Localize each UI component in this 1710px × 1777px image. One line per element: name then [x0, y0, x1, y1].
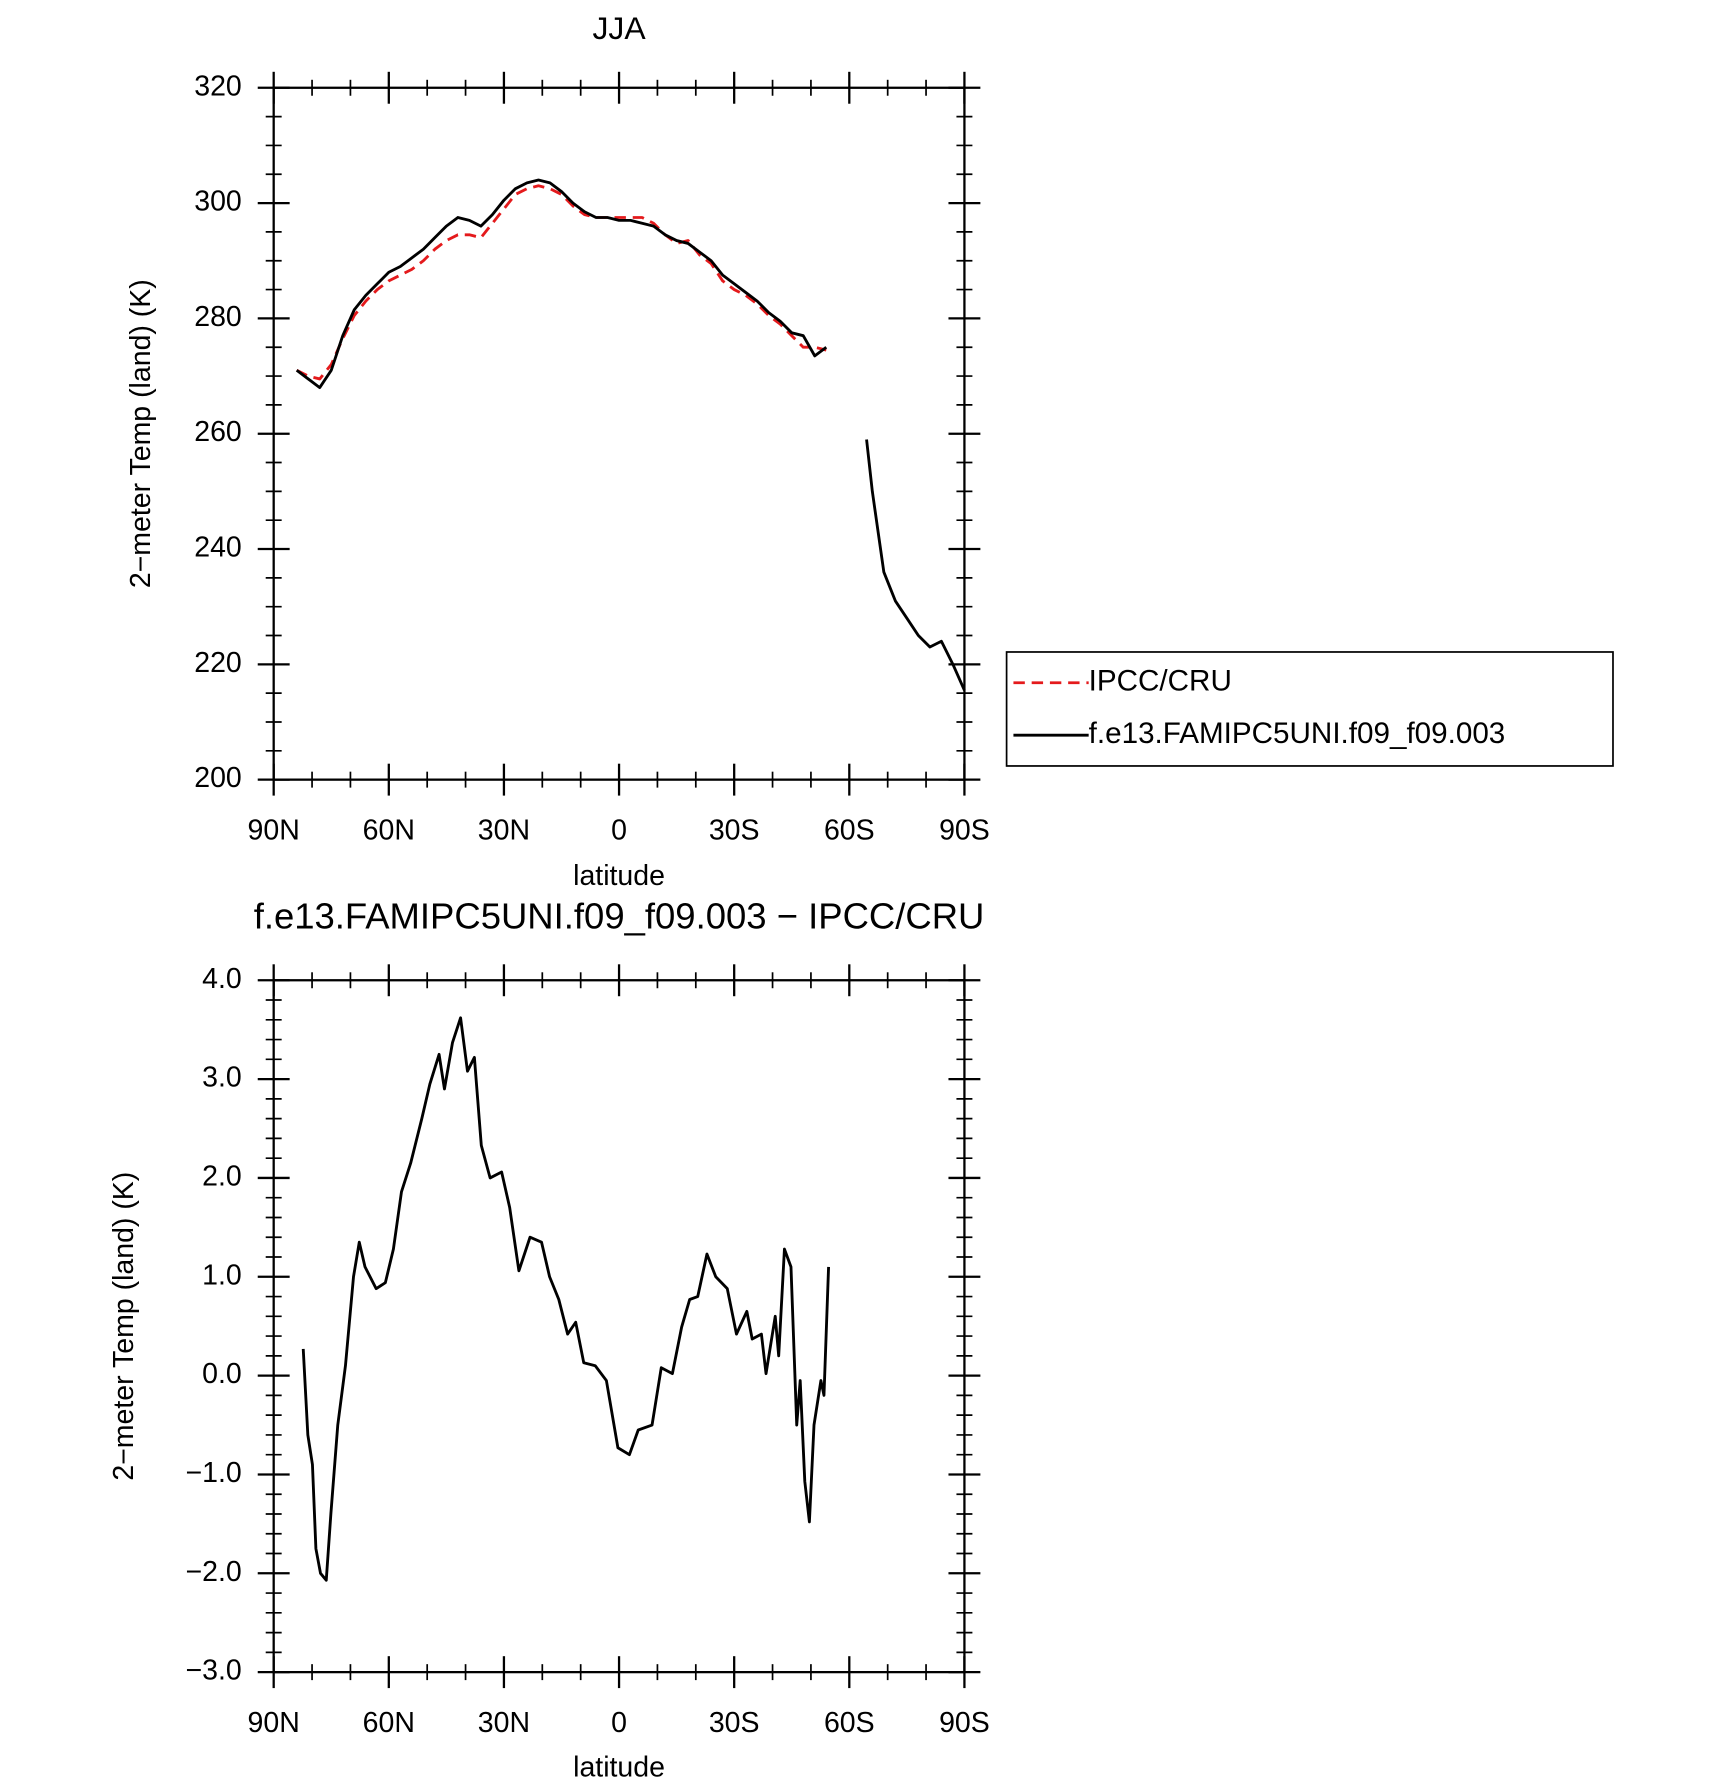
x-axis-label: latitude — [573, 1752, 665, 1777]
y-tick-label: 2.0 — [202, 1160, 242, 1192]
x-tick-label: 0 — [611, 815, 627, 847]
y-tick-label: 260 — [194, 416, 242, 448]
x-tick-label: 60S — [824, 815, 875, 847]
y-tick-label: 280 — [194, 301, 242, 333]
x-tick-label: 90S — [939, 1707, 990, 1739]
x-tick-label: 60S — [824, 1707, 875, 1739]
series-line — [301, 1016, 831, 1582]
legend-box — [1005, 651, 1614, 767]
y-tick-label: 220 — [194, 647, 242, 679]
x-tick-label: 60N — [363, 1707, 415, 1739]
y-tick-label: −1.0 — [186, 1457, 242, 1489]
chart-title: f.e13.FAMIPC5UNI.f09_f09.003 − IPCC/CRU — [254, 895, 985, 936]
x-tick-label: 90N — [248, 815, 300, 847]
x-tick-label: 30S — [709, 1707, 760, 1739]
y-tick-label: 240 — [194, 532, 242, 564]
y-tick-label: 320 — [194, 70, 242, 102]
legend-label: IPCC/CRU — [1089, 665, 1232, 698]
y-tick-label: 1.0 — [202, 1259, 242, 1291]
y-tick-label: 200 — [194, 762, 242, 794]
x-tick-label: 30N — [478, 815, 530, 847]
x-tick-label: 30N — [478, 1707, 530, 1739]
x-tick-label: 0 — [611, 1707, 627, 1739]
y-tick-label: 4.0 — [202, 963, 242, 995]
x-tick-label: 90S — [939, 815, 990, 847]
series-line — [295, 178, 966, 691]
y-axis-label: 2−meter Temp (land) (K) — [108, 1172, 140, 1481]
plot-frame — [272, 979, 966, 1674]
y-tick-label: 300 — [194, 186, 242, 218]
x-tick-label: 60N — [363, 815, 415, 847]
y-tick-label: 3.0 — [202, 1062, 242, 1094]
y-axis-label: 2−meter Temp (land) (K) — [125, 279, 157, 588]
y-tick-label: −2.0 — [186, 1556, 242, 1588]
legend-label: f.e13.FAMIPC5UNI.f09_f09.003 — [1089, 717, 1506, 750]
plot-frame — [272, 86, 966, 781]
chart-title: JJA — [592, 10, 646, 46]
x-tick-label: 90N — [248, 1707, 300, 1739]
series-line — [296, 184, 827, 381]
y-tick-label: −3.0 — [186, 1655, 242, 1687]
x-axis-label: latitude — [573, 860, 665, 892]
x-tick-label: 30S — [709, 815, 760, 847]
y-tick-label: 0.0 — [202, 1358, 242, 1390]
